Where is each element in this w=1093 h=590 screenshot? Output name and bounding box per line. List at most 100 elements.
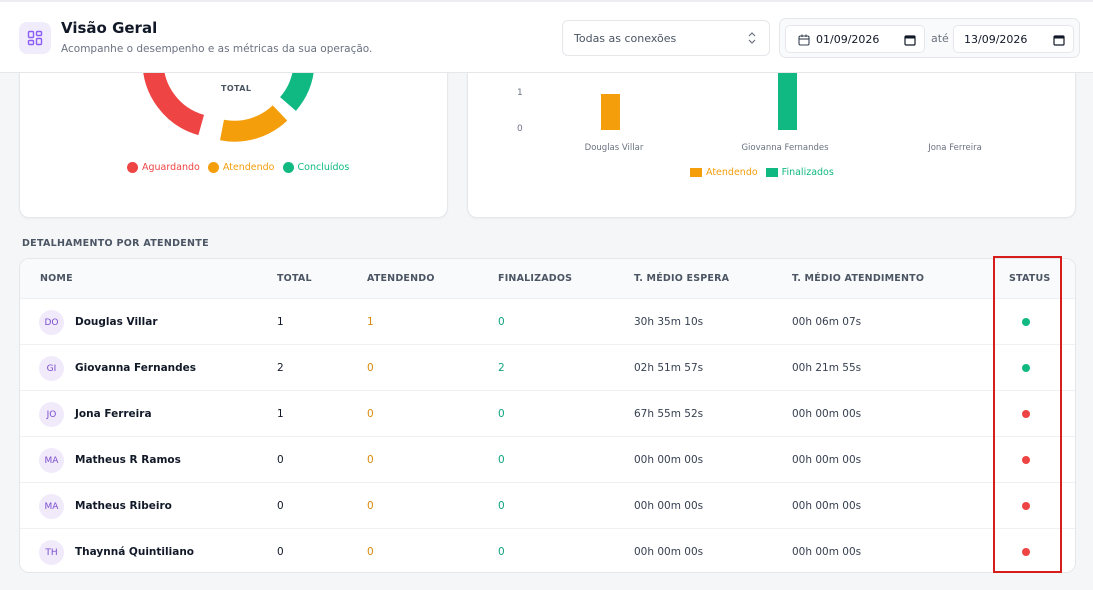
column-header-atendendo[interactable]: ATENDENDO (367, 273, 435, 284)
table-row[interactable]: MA Matheus Ribeiro 0 0 0 00h 00m 00s 00h… (20, 483, 1075, 529)
total-value: 0 (277, 500, 284, 512)
avatar: TH (39, 540, 64, 565)
calendar-picker-icon[interactable] (1053, 34, 1065, 46)
atendendo-value: 0 (367, 408, 374, 420)
attendant-bar-chart: 1 0 Douglas Villar Giovanna Fernandes Jo… (468, 41, 1075, 217)
dashboard-icon (19, 22, 51, 54)
table-row[interactable]: MA Matheus R Ramos 0 0 0 00h 00m 00s 00h… (20, 437, 1075, 483)
avg-wait-time: 02h 51m 57s (634, 362, 704, 374)
avatar: MA (39, 494, 64, 519)
x-tick-label: Giovanna Fernandes (741, 143, 829, 153)
total-value: 2 (277, 362, 284, 374)
avg-service-time: 00h 21m 55s (792, 362, 862, 374)
table-row[interactable]: DO Douglas Villar 1 1 0 30h 35m 10s 00h … (20, 299, 1075, 345)
total-value: 1 (277, 408, 284, 420)
attendant-name: Jona Ferreira (75, 408, 152, 420)
date-from-input[interactable]: 01/09/2026 (785, 25, 925, 53)
status-column-highlight (993, 256, 1062, 573)
table-row[interactable]: GI Giovanna Fernandes 2 0 2 02h 51m 57s … (20, 345, 1075, 391)
x-tick-label: Douglas Villar (584, 143, 644, 153)
avg-service-time: 00h 00m 00s (792, 546, 862, 558)
bar-atendendo-0 (601, 94, 620, 130)
legend-item-atendendo: Atendendo (207, 162, 275, 173)
legend-item-atendendo: Atendendo (690, 167, 758, 178)
avg-wait-time: 00h 00m 00s (634, 500, 704, 512)
finalizados-value: 0 (498, 546, 505, 558)
attendant-name: Giovanna Fernandes (75, 362, 197, 374)
avg-wait-time: 67h 55m 52s (634, 408, 704, 420)
avatar: GI (39, 356, 64, 381)
attendant-name: Douglas Villar (75, 316, 158, 328)
legend-item-concluidos: Concluídos (282, 162, 350, 173)
connection-select-value: Todas as conexões (574, 31, 677, 45)
section-title: DETALHAMENTO POR ATENDENTE (22, 238, 209, 249)
date-range-picker: 01/09/2026 até 13/09/2026 (779, 18, 1080, 58)
legend-label: Atendendo (706, 167, 758, 178)
status-dot (1022, 456, 1030, 464)
total-value: 0 (277, 454, 284, 466)
status-dot (1022, 548, 1030, 556)
finalizados-value: 0 (498, 316, 505, 328)
finalizados-value: 0 (498, 454, 505, 466)
column-header-total[interactable]: TOTAL (277, 273, 312, 284)
avatar: DO (39, 310, 64, 335)
date-from-value: 01/09/2026 (816, 32, 880, 46)
column-header-finalizados[interactable]: FINALIZADOS (498, 273, 573, 284)
legend-dot (127, 162, 138, 173)
avg-service-time: 00h 00m 00s (792, 454, 862, 466)
bar-finalizados-1 (778, 58, 797, 130)
status-dot (1022, 364, 1030, 372)
table-row[interactable]: JO Jona Ferreira 1 0 0 67h 55m 52s 00h 0… (20, 391, 1075, 437)
legend-label: Concluídos (297, 162, 350, 173)
date-separator: até (931, 32, 949, 45)
atendendo-value: 0 (367, 362, 374, 374)
date-to-input[interactable]: 13/09/2026 (953, 25, 1074, 53)
attendant-name: Matheus R Ramos (75, 454, 181, 466)
attendant-name: Thaynná Quintiliano (75, 546, 195, 558)
avg-service-time: 00h 00m 00s (792, 408, 862, 420)
connection-select[interactable]: Todas as conexões (562, 20, 770, 56)
y-tick-label: 1 (517, 88, 523, 98)
column-header-tme[interactable]: T. MÉDIO ESPERA (634, 273, 730, 284)
avg-wait-time: 00h 00m 00s (634, 454, 704, 466)
status-dot (1022, 502, 1030, 510)
legend-dot (282, 162, 294, 173)
attendant-table: NOME TOTAL ATENDENDO FINALIZADOS T. MÉDI… (19, 258, 1076, 573)
legend-swatch (690, 168, 702, 177)
table-row[interactable]: TH Thaynná Quintiliano 0 0 0 00h 00m 00s… (20, 529, 1075, 572)
avatar: JO (39, 402, 64, 427)
avatar: MA (39, 448, 64, 473)
donut-center-label: TOTAL (221, 84, 252, 93)
finalizados-value: 0 (498, 408, 505, 420)
donut-legend: Aguardando Atendendo Concluídos (127, 162, 357, 173)
page-subtitle: Acompanhe o desempenho e as métricas da … (61, 43, 373, 55)
total-value: 0 (277, 546, 284, 558)
date-to-value: 13/09/2026 (964, 32, 1028, 46)
legend-label: Aguardando (142, 162, 200, 173)
donut-segment-atendendo (220, 105, 288, 142)
atendendo-value: 0 (367, 546, 374, 558)
bar-legend: Atendendo Finalizados (690, 167, 842, 178)
atendendo-value: 0 (367, 500, 374, 512)
legend-item-aguardando: Aguardando (127, 162, 200, 173)
column-header-nome[interactable]: NOME (40, 273, 73, 284)
avg-service-time: 00h 06m 07s (792, 316, 862, 328)
finalizados-value: 0 (498, 500, 505, 512)
finalizados-value: 2 (498, 362, 505, 374)
page-title: Visão Geral (61, 19, 158, 37)
table-header: NOME TOTAL ATENDENDO FINALIZADOS T. MÉDI… (20, 259, 1075, 299)
total-value: 1 (277, 316, 284, 328)
avg-service-time: 00h 00m 00s (792, 500, 862, 512)
legend-label: Finalizados (781, 167, 834, 178)
attendant-name: Matheus Ribeiro (75, 500, 172, 512)
avg-wait-time: 30h 35m 10s (634, 316, 704, 328)
status-dot (1022, 410, 1030, 418)
legend-item-finalizados: Finalizados (765, 167, 834, 178)
calendar-icon (798, 34, 810, 46)
calendar-picker-icon[interactable] (904, 34, 916, 46)
y-tick-label: 0 (517, 124, 523, 134)
legend-label: Atendendo (222, 162, 275, 173)
column-header-tma[interactable]: T. MÉDIO ATENDIMENTO (792, 273, 925, 284)
column-header-status[interactable]: STATUS (1009, 273, 1051, 284)
atendendo-value: 0 (367, 454, 374, 466)
